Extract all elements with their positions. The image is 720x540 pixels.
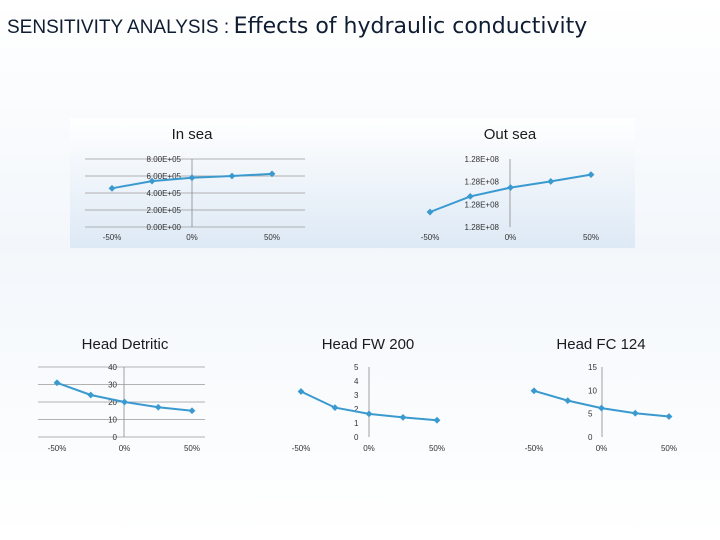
page-title-prefix: SENSITIVITY ANALYSIS : — [7, 17, 230, 38]
y-tick-label: 5 — [588, 410, 593, 419]
series-line — [429, 173, 592, 213]
x-tick-label: 50% — [429, 444, 445, 453]
chart-head-detritic: Head Detritic 0 10 20 30 40 -50% 0% 50% — [38, 336, 205, 453]
x-tick-label: 50% — [184, 444, 200, 453]
chart-title: Head FC 124 — [556, 336, 645, 353]
y-tick-label: 1 — [354, 419, 359, 428]
y-tick-label: 1.28E+08 — [465, 200, 500, 209]
data-point — [87, 391, 95, 399]
data-point — [148, 177, 156, 185]
y-tick-label: 3 — [354, 391, 359, 400]
data-point — [297, 388, 305, 395]
data-point — [268, 170, 276, 178]
y-tick-label: 0 — [354, 433, 359, 442]
y-tick-label: 1.28E+08 — [465, 223, 500, 232]
y-tick-label: 2.00E+05 — [147, 206, 182, 215]
y-tick-label: 20 — [108, 398, 117, 407]
page-title-main: Effects of hydraulic conductivity — [233, 14, 588, 39]
data-point — [331, 404, 339, 411]
chart-in-sea: In sea 0.00E+00 2.00E+05 4.00E+05 6.00E+05 8… — [85, 126, 305, 242]
chart-head-fc-124: Head FC 124 0 5 10 15 -50% 0% 50% — [525, 336, 677, 453]
page-title: SENSITIVITY ANALYSIS : Effects of hydrau… — [7, 14, 587, 39]
data-point — [426, 208, 434, 216]
series-line — [533, 389, 670, 418]
data-point — [154, 403, 162, 411]
data-point — [433, 416, 441, 424]
chart-title: Out sea — [484, 126, 537, 143]
x-tick-label: 50% — [661, 444, 677, 453]
data-point — [466, 193, 474, 200]
y-tick-label: 1.28E+08 — [465, 155, 500, 164]
data-point — [631, 409, 639, 417]
y-tick-label: 30 — [108, 381, 117, 390]
y-tick-label: 1.28E+08 — [465, 178, 500, 187]
data-point — [665, 413, 673, 420]
data-point — [530, 387, 538, 395]
y-tick-label: 40 — [108, 363, 117, 372]
chart-head-fw-200: Head FW 200 0 1 2 3 4 5 -50% 0% 50% — [292, 336, 445, 453]
y-tick-label: 0.00E+00 — [147, 223, 182, 232]
y-tick-label: 15 — [588, 363, 597, 372]
data-point — [121, 398, 128, 406]
data-point — [188, 407, 196, 415]
y-tick-label: 2 — [354, 405, 359, 414]
y-tick-label: 6.00E+05 — [147, 172, 182, 181]
data-point — [188, 174, 196, 182]
data-point — [399, 414, 407, 421]
x-tick-label: -50% — [48, 444, 67, 453]
y-tick-label: 0 — [113, 433, 118, 442]
x-tick-label: -50% — [292, 444, 311, 453]
chart-title: Head Detritic — [82, 336, 169, 353]
y-tick-label: 0 — [588, 433, 593, 442]
chart-title: In sea — [172, 126, 214, 143]
chart-title: Head FW 200 — [322, 336, 415, 353]
data-point — [598, 404, 605, 412]
data-point — [587, 171, 595, 179]
x-tick-label: -50% — [103, 233, 122, 242]
x-tick-label: 0% — [119, 444, 131, 453]
data-point — [53, 379, 61, 387]
y-tick-label: 5 — [354, 363, 359, 372]
data-point — [365, 410, 373, 418]
y-tick-label: 10 — [588, 386, 597, 395]
y-tick-label: 4 — [354, 377, 359, 386]
y-tick-label: 8.00E+05 — [147, 155, 182, 164]
x-tick-label: 50% — [583, 233, 599, 242]
y-tick-label: 4.00E+05 — [147, 189, 182, 198]
x-tick-label: 0% — [363, 444, 375, 453]
chart-out-sea: Out sea 1.28E+08 1.28E+08 1.28E+08 1.28E+08… — [421, 126, 599, 242]
data-point — [228, 172, 236, 180]
x-tick-label: -50% — [525, 444, 544, 453]
x-tick-label: 0% — [596, 444, 608, 453]
data-point — [507, 184, 514, 191]
data-point — [547, 178, 555, 185]
x-tick-label: 50% — [264, 233, 280, 242]
data-point — [108, 184, 116, 192]
x-tick-label: 0% — [505, 233, 517, 242]
y-tick-label: 10 — [108, 416, 117, 425]
x-tick-label: 0% — [186, 233, 198, 242]
x-tick-label: -50% — [421, 233, 440, 242]
series-line — [56, 381, 193, 412]
data-point — [564, 397, 572, 404]
